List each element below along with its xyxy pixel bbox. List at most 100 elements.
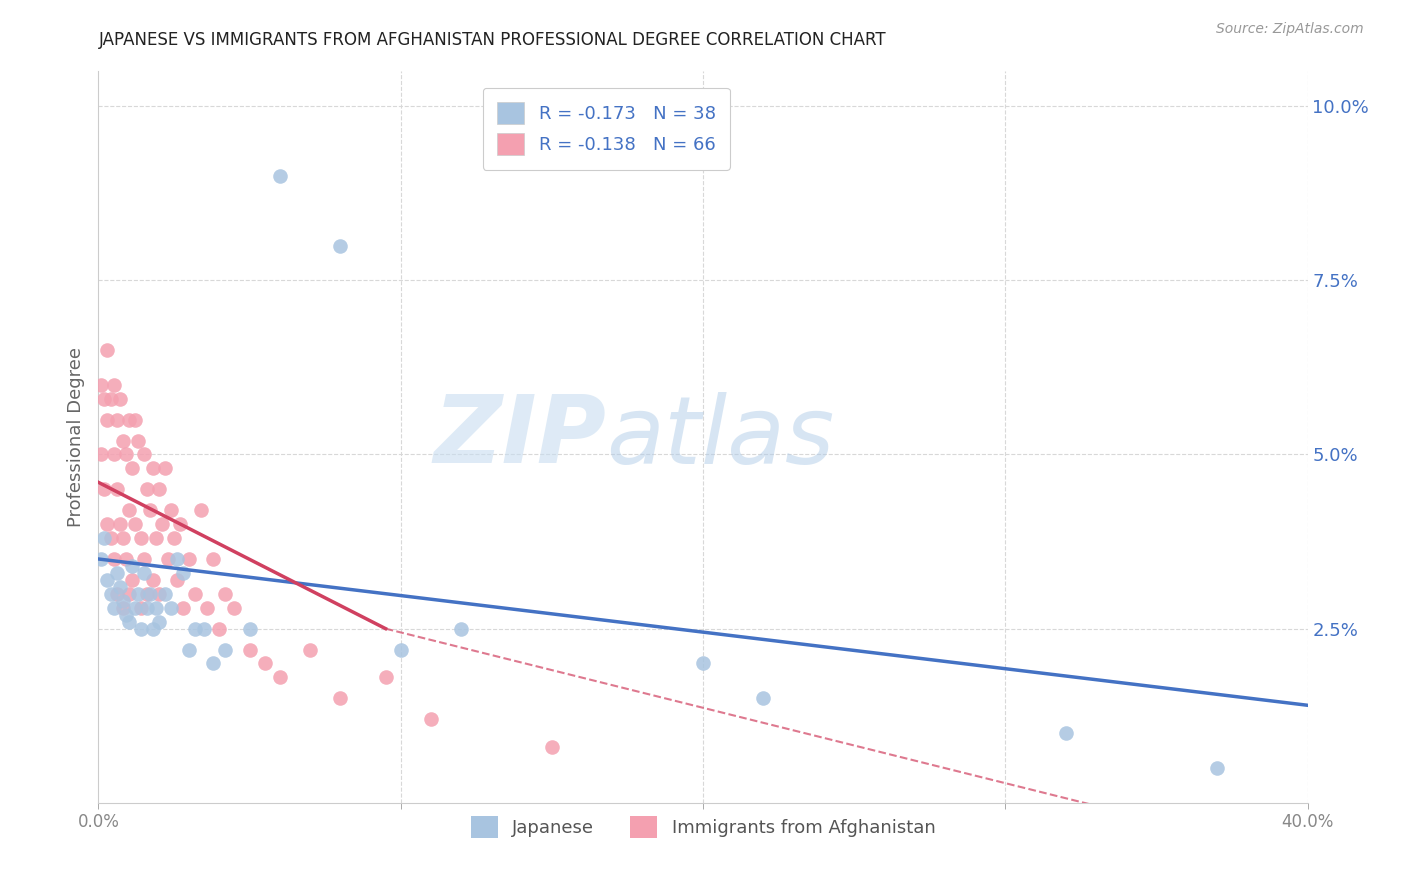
Point	[389, 642, 412, 657]
Point	[103, 552, 125, 566]
Point	[160, 503, 183, 517]
Point	[96, 343, 118, 357]
Point	[214, 587, 236, 601]
Point	[118, 503, 141, 517]
Point	[118, 412, 141, 426]
Point	[142, 622, 165, 636]
Point	[129, 600, 152, 615]
Point	[184, 587, 207, 601]
Point	[111, 531, 134, 545]
Point	[299, 642, 322, 657]
Point	[193, 622, 215, 636]
Point	[239, 622, 262, 636]
Point	[114, 607, 136, 622]
Point	[121, 573, 143, 587]
Point	[269, 670, 291, 684]
Point	[108, 580, 131, 594]
Point	[118, 587, 141, 601]
Point	[127, 587, 149, 601]
Point	[148, 615, 170, 629]
Point	[111, 434, 134, 448]
Point	[100, 587, 122, 601]
Point	[96, 412, 118, 426]
Point	[111, 600, 134, 615]
Point	[179, 642, 201, 657]
Point	[214, 642, 236, 657]
Point	[166, 552, 188, 566]
Point	[93, 392, 115, 406]
Point	[132, 448, 155, 462]
Point	[114, 448, 136, 462]
Point	[172, 600, 194, 615]
Point	[224, 600, 246, 615]
Point	[156, 552, 179, 566]
Point	[118, 615, 141, 629]
Text: ZIP: ZIP	[433, 391, 606, 483]
Point	[105, 483, 128, 497]
Point	[153, 587, 176, 601]
Point	[420, 712, 443, 726]
Point	[90, 377, 112, 392]
Point	[179, 552, 201, 566]
Point	[135, 600, 157, 615]
Point	[142, 461, 165, 475]
Point	[145, 531, 167, 545]
Point	[96, 573, 118, 587]
Point	[100, 531, 122, 545]
Point	[208, 622, 231, 636]
Point	[153, 461, 176, 475]
Point	[105, 566, 128, 580]
Point	[184, 622, 207, 636]
Point	[108, 392, 131, 406]
Point	[105, 412, 128, 426]
Point	[374, 670, 396, 684]
Text: JAPANESE VS IMMIGRANTS FROM AFGHANISTAN PROFESSIONAL DEGREE CORRELATION CHART: JAPANESE VS IMMIGRANTS FROM AFGHANISTAN …	[98, 31, 886, 49]
Point	[540, 740, 562, 755]
Point	[139, 503, 162, 517]
Point	[90, 552, 112, 566]
Point	[121, 558, 143, 573]
Point	[100, 392, 122, 406]
Point	[202, 552, 225, 566]
Point	[329, 238, 352, 252]
Point	[752, 691, 775, 706]
Text: atlas: atlas	[606, 392, 835, 483]
Point	[93, 531, 115, 545]
Point	[172, 566, 194, 580]
Point	[93, 483, 115, 497]
Point	[105, 587, 128, 601]
Point	[103, 377, 125, 392]
Point	[160, 600, 183, 615]
Point	[124, 517, 146, 532]
Point	[132, 566, 155, 580]
Point	[269, 169, 291, 183]
Point	[114, 552, 136, 566]
Point	[121, 461, 143, 475]
Point	[108, 517, 131, 532]
Point	[135, 483, 157, 497]
Point	[129, 622, 152, 636]
Point	[142, 573, 165, 587]
Point	[163, 531, 186, 545]
Point	[1206, 761, 1229, 775]
Point	[127, 434, 149, 448]
Point	[103, 600, 125, 615]
Point	[253, 657, 276, 671]
Text: Source: ZipAtlas.com: Source: ZipAtlas.com	[1216, 22, 1364, 37]
Point	[132, 552, 155, 566]
Point	[150, 517, 173, 532]
Point	[148, 587, 170, 601]
Point	[111, 594, 134, 608]
Point	[129, 531, 152, 545]
Point	[135, 587, 157, 601]
Point	[450, 622, 472, 636]
Point	[139, 587, 162, 601]
Point	[103, 448, 125, 462]
Point	[202, 657, 225, 671]
Point	[239, 642, 262, 657]
Point	[692, 657, 714, 671]
Point	[90, 448, 112, 462]
Point	[329, 691, 352, 706]
Point	[195, 600, 218, 615]
Point	[145, 600, 167, 615]
